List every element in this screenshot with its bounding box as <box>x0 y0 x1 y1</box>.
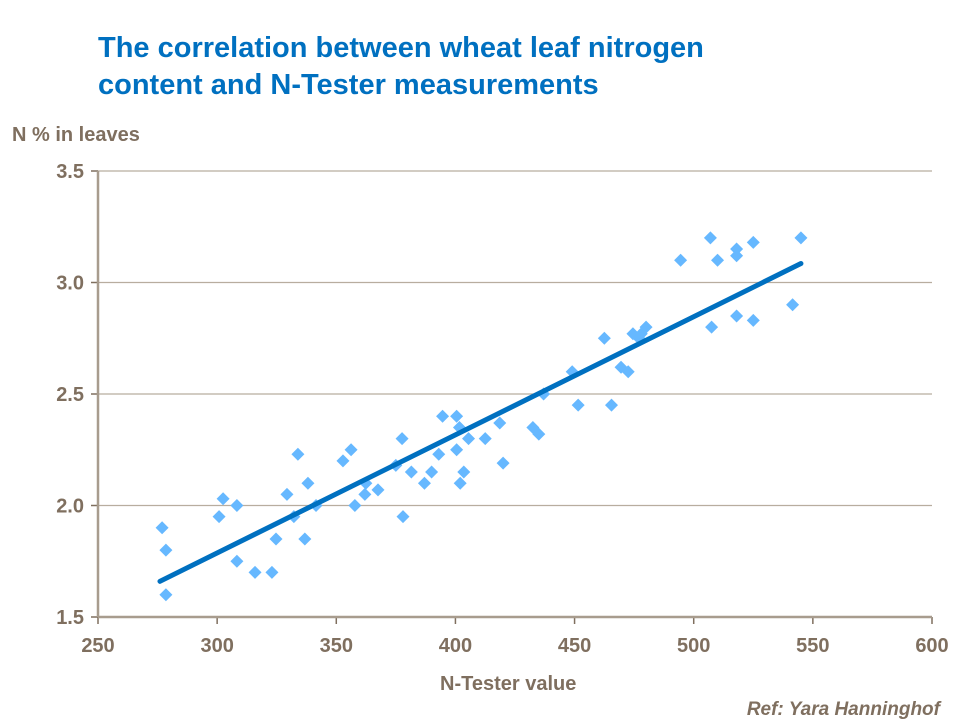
x-tick-label: 500 <box>677 635 710 657</box>
x-tick-label: 550 <box>796 635 829 657</box>
data-point <box>621 365 635 379</box>
data-point <box>674 253 688 267</box>
data-point <box>746 313 760 327</box>
data-point <box>496 456 510 470</box>
data-point <box>248 565 262 579</box>
data-point <box>216 492 230 506</box>
chart-title-line: The correlation between wheat leaf nitro… <box>98 32 704 64</box>
x-tick-label: 600 <box>915 635 948 657</box>
x-tick-label: 300 <box>200 635 233 657</box>
data-point <box>730 242 744 256</box>
data-point <box>794 231 808 245</box>
data-point <box>639 320 653 334</box>
data-point <box>730 309 744 323</box>
data-point <box>786 298 800 312</box>
data-point <box>404 465 418 479</box>
data-point <box>605 398 619 412</box>
chart-title: The correlation between wheat leaf nitro… <box>98 30 704 104</box>
data-point <box>336 454 350 468</box>
data-point <box>230 499 244 512</box>
data-point <box>291 447 305 461</box>
data-point <box>453 476 467 490</box>
data-point <box>597 331 611 345</box>
x-tick-label: 400 <box>439 635 472 657</box>
data-point <box>159 588 173 602</box>
y-tick-label: 2.5 <box>56 384 84 406</box>
y-tick-label: 1.5 <box>56 607 84 629</box>
data-point <box>230 554 244 568</box>
reference-note: Ref: Yara Hanninghof <box>746 699 940 720</box>
x-tick-label: 350 <box>320 635 353 657</box>
x-tick-label: 250 <box>81 635 114 657</box>
data-point <box>265 565 279 579</box>
data-point <box>705 320 719 334</box>
data-point <box>457 465 471 479</box>
data-point <box>395 432 409 446</box>
data-point <box>155 521 169 535</box>
data-point <box>344 443 358 457</box>
data-point <box>493 416 507 430</box>
data-point <box>280 487 294 501</box>
data-point <box>348 499 362 512</box>
data-point <box>159 543 173 557</box>
y-tick-label: 2.0 <box>56 496 84 518</box>
x-axis-label: N-Tester value <box>440 673 577 695</box>
data-point <box>425 465 439 479</box>
data-point <box>571 398 585 412</box>
data-point <box>462 432 476 446</box>
data-point <box>436 409 450 423</box>
chart-title-line: content and N-Tester measurements <box>98 69 599 101</box>
data-point <box>432 447 446 461</box>
data-point <box>746 235 760 249</box>
trendline <box>157 261 804 584</box>
data-point <box>532 427 546 441</box>
data-point <box>269 532 283 546</box>
data-point <box>212 510 226 524</box>
data-point <box>478 432 492 446</box>
data-point <box>396 510 410 524</box>
data-point <box>358 487 372 501</box>
y-axis-label: N % in leaves <box>12 124 140 146</box>
y-tick-label: 3.0 <box>56 273 84 295</box>
data-point <box>730 249 744 263</box>
data-point <box>711 253 725 267</box>
data-point <box>298 532 312 546</box>
data-point <box>450 443 464 457</box>
x-tick-label: 450 <box>558 635 591 657</box>
data-point <box>417 476 431 490</box>
y-tick-label: 3.5 <box>56 161 84 183</box>
data-point <box>450 409 464 423</box>
data-point <box>703 231 717 245</box>
data-point <box>371 483 385 497</box>
data-point <box>301 476 315 490</box>
